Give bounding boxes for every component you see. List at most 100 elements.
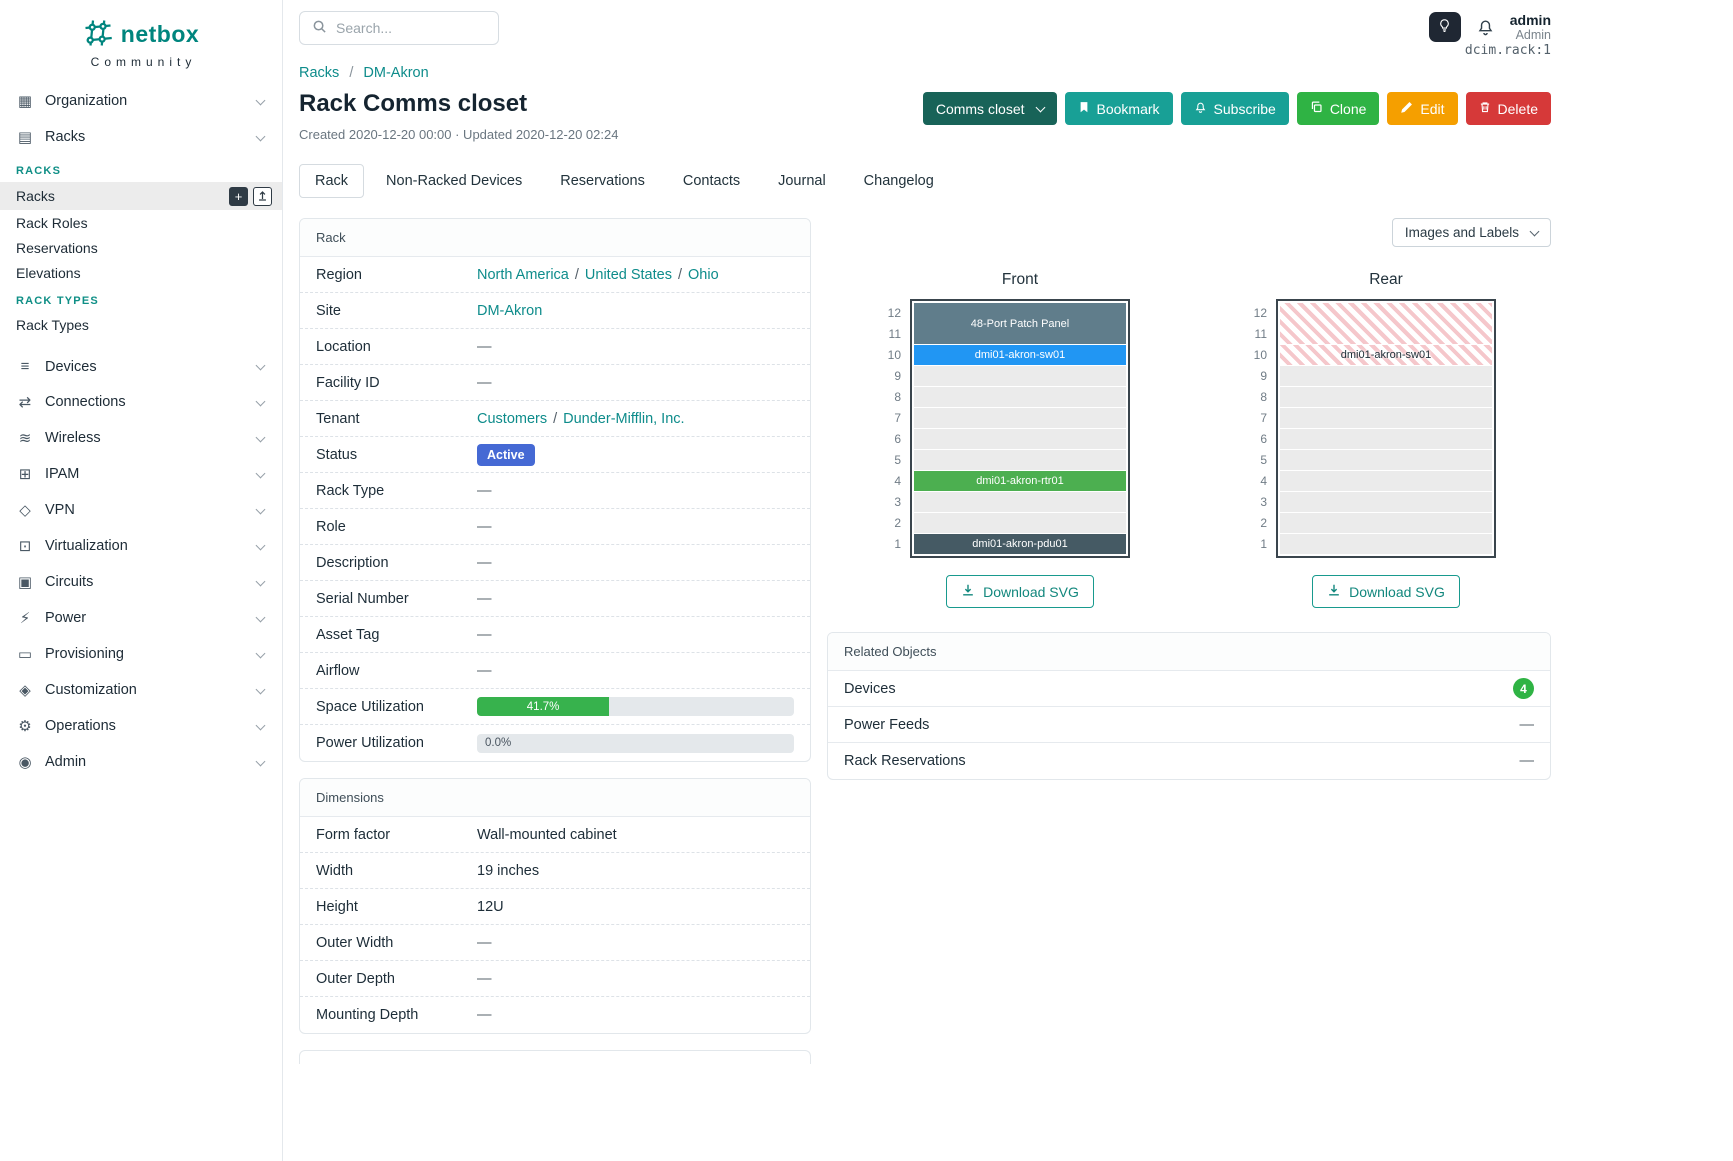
chevron-down-icon <box>255 756 266 766</box>
unit-number: 3 <box>894 495 901 509</box>
admin-icon: ◉ <box>18 754 32 771</box>
empty-rack-unit[interactable] <box>914 387 1126 407</box>
search-input[interactable] <box>336 19 486 36</box>
breadcrumb-link-site[interactable]: DM-Akron <box>363 65 429 81</box>
empty-rack-unit[interactable] <box>1280 513 1492 533</box>
empty-rack-unit[interactable] <box>1280 492 1492 512</box>
notifications-bell-icon[interactable] <box>1476 18 1495 37</box>
empty-rack-unit[interactable] <box>1280 450 1492 470</box>
empty-rack-unit[interactable] <box>1280 408 1492 428</box>
site-link[interactable]: DM-Akron <box>477 302 543 319</box>
empty-rack-unit[interactable] <box>914 513 1126 533</box>
subitem-label: Rack Types <box>16 316 89 333</box>
edit-pencil-icon <box>1400 101 1413 117</box>
device-block-router[interactable]: dmi01-akron-rtr01 <box>914 471 1126 491</box>
user-menu[interactable]: admin Admin <box>1510 12 1551 44</box>
download-label: Download SVG <box>1349 583 1445 600</box>
region-link[interactable]: United States <box>584 266 672 283</box>
empty-rack-unit[interactable] <box>914 366 1126 386</box>
empty-rack-unit[interactable] <box>1280 366 1492 386</box>
sidebar-item-vpn[interactable]: ◇ VPN <box>0 492 282 528</box>
empty-rack-unit[interactable] <box>1280 534 1492 554</box>
images-labels-select[interactable]: Images and Labels <box>1391 218 1551 247</box>
device-block-patch-panel[interactable]: 48-Port Patch Panel <box>914 303 1126 344</box>
tab-rack[interactable]: Rack <box>299 164 365 198</box>
sidebar-subitem-racks[interactable]: Racks + <box>0 182 282 210</box>
download-svg-rear-button[interactable]: Download SVG <box>1312 575 1460 608</box>
tenant-link[interactable]: Dunder-Mifflin, Inc. <box>563 410 685 427</box>
related-row-devices[interactable]: Devices 4 <box>828 671 1550 707</box>
sidebar-item-customization[interactable]: ◈ Customization <box>0 672 282 708</box>
sidebar-subitem-rack-types[interactable]: Rack Types <box>0 312 282 337</box>
sidebar-item-organization[interactable]: ▦ Organization <box>0 83 282 119</box>
empty-rack-unit[interactable] <box>914 429 1126 449</box>
attr-label: Region <box>316 266 362 283</box>
circuits-icon: ▣ <box>17 574 33 591</box>
sidebar-item-admin[interactable]: ◉ Admin <box>0 744 282 780</box>
attr-label: Power Utilization <box>316 735 424 751</box>
sidebar-item-devices[interactable]: ≡ Devices <box>0 349 282 384</box>
related-label: Power Feeds <box>844 716 930 733</box>
sidebar-item-circuits[interactable]: ▣ Circuits <box>0 564 282 600</box>
sidebar-item-provisioning[interactable]: ▭ Provisioning <box>0 636 282 672</box>
attr-label: Asset Tag <box>316 626 380 643</box>
related-row-rack-reservations[interactable]: Rack Reservations — <box>828 743 1550 779</box>
sidebar-item-racks[interactable]: ▤ Racks <box>0 119 282 155</box>
tab-journal[interactable]: Journal <box>778 173 826 189</box>
unit-number: 11 <box>1254 327 1267 341</box>
device-block-switch[interactable]: dmi01-akron-sw01 <box>914 345 1126 365</box>
bookmark-button[interactable]: Bookmark <box>1064 92 1173 125</box>
page-title: Rack Comms closet <box>299 90 528 117</box>
clone-button[interactable]: Clone <box>1296 92 1380 125</box>
sidebar-item-label: IPAM <box>45 466 80 482</box>
attr-row-airflow: Airflow — <box>300 653 810 689</box>
sidebar-subitem-elevations[interactable]: Elevations <box>0 260 282 285</box>
import-button[interactable] <box>253 186 272 206</box>
tab-reservations[interactable]: Reservations <box>560 173 645 189</box>
add-button[interactable]: + <box>229 186 248 206</box>
attr-value: — <box>477 934 492 951</box>
empty-rack-unit[interactable] <box>914 450 1126 470</box>
delete-button[interactable]: Delete <box>1465 92 1551 125</box>
subitem-label: Reservations <box>16 239 98 256</box>
object-id[interactable]: dcim.rack:1 <box>1464 43 1551 58</box>
state-dropdown-button[interactable]: Comms closet <box>922 92 1057 125</box>
unit-number: 9 <box>894 369 901 383</box>
device-block-switch-rear[interactable]: dmi01-akron-sw01 <box>1280 345 1492 365</box>
sidebar-item-wireless[interactable]: ≋ Wireless <box>0 420 282 456</box>
empty-rack-unit[interactable] <box>1280 387 1492 407</box>
subitem-label: Racks <box>16 188 55 204</box>
tenant-group-link[interactable]: Customers <box>477 410 548 427</box>
region-link[interactable]: North America <box>477 266 569 283</box>
region-link[interactable]: Ohio <box>688 266 719 283</box>
sidebar-item-virtualization[interactable]: ⊡ Virtualization <box>0 528 282 564</box>
brand[interactable]: netbox Community <box>0 12 282 83</box>
breadcrumb-link-racks[interactable]: Racks <box>299 65 340 81</box>
topbar-right: admin Admin <box>1428 12 1551 44</box>
tab-changelog[interactable]: Changelog <box>863 173 934 189</box>
sidebar-item-operations[interactable]: ⚙ Operations <box>0 708 282 744</box>
empty-rack-unit[interactable] <box>914 408 1126 428</box>
sidebar-subitem-rack-roles[interactable]: Rack Roles <box>0 210 282 235</box>
subscribe-button[interactable]: Subscribe <box>1180 92 1289 125</box>
search-box[interactable] <box>299 10 499 45</box>
attr-label: Form factor <box>316 826 391 843</box>
empty-rack-unit[interactable] <box>914 492 1126 512</box>
attr-row-location: Location — <box>300 329 810 365</box>
empty-rack-unit[interactable] <box>1280 471 1492 491</box>
related-row-power-feeds[interactable]: Power Feeds — <box>828 707 1550 743</box>
dark-mode-toggle-button[interactable] <box>1428 12 1461 43</box>
download-svg-front-button[interactable]: Download SVG <box>946 575 1094 608</box>
sidebar-item-label: Operations <box>45 718 116 734</box>
edit-button[interactable]: Edit <box>1387 92 1458 125</box>
sidebar-item-power[interactable]: ⚡ Power <box>0 600 282 636</box>
tab-non-racked-devices[interactable]: Non-Racked Devices <box>386 173 523 189</box>
empty-rack-unit[interactable] <box>1280 429 1492 449</box>
attr-label: Rack Type <box>316 482 385 499</box>
device-block-pdu[interactable]: dmi01-akron-pdu01 <box>914 534 1126 554</box>
tab-contacts[interactable]: Contacts <box>682 173 741 189</box>
sidebar-item-label: Provisioning <box>45 646 124 662</box>
sidebar-item-ipam[interactable]: ⊞ IPAM <box>0 456 282 492</box>
sidebar-subitem-reservations[interactable]: Reservations <box>0 235 282 260</box>
sidebar-item-connections[interactable]: ⇄ Connections <box>0 384 282 420</box>
